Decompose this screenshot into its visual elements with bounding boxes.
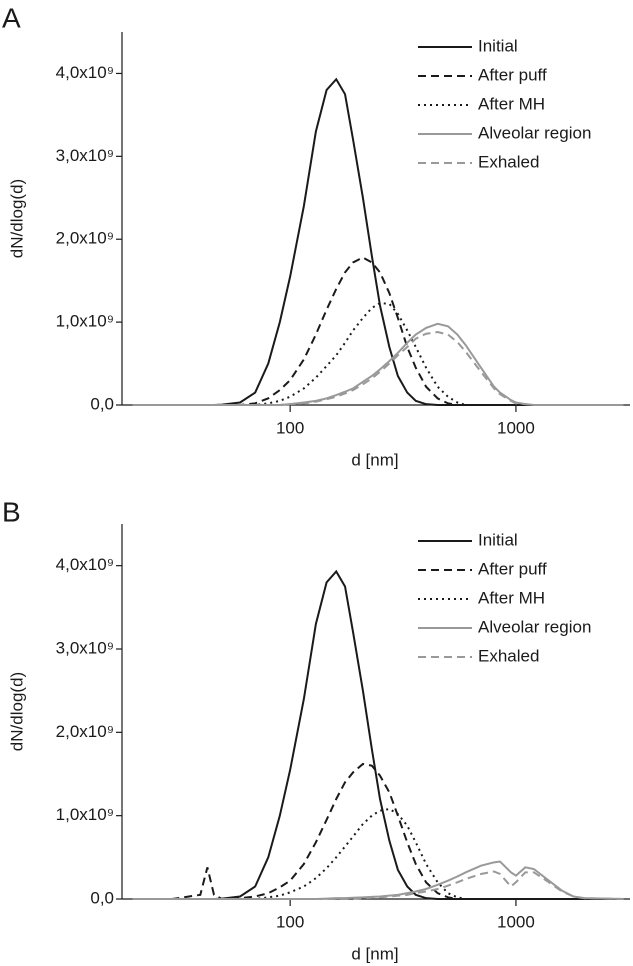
- legend-label: Alveolar region: [478, 617, 591, 636]
- y-tick-label: 0,0: [90, 394, 114, 413]
- x-axis-label: d [nm]: [351, 944, 398, 963]
- y-axis-label: dN/dlog(d): [7, 179, 26, 258]
- y-tick-label: 3,0x10⁹: [56, 146, 114, 165]
- series-line: [132, 807, 624, 900]
- panel-label: B: [2, 496, 21, 527]
- series-line: [132, 322, 624, 406]
- legend-label: After puff: [478, 65, 547, 84]
- y-tick-label: 4,0x10⁹: [56, 63, 114, 82]
- legend-label: After MH: [478, 94, 545, 113]
- y-tick-label: 2,0x10⁹: [56, 722, 114, 741]
- series-line: [132, 302, 624, 406]
- y-tick-label: 4,0x10⁹: [56, 555, 114, 574]
- series-line: [132, 860, 624, 900]
- series-line: [132, 77, 624, 406]
- legend-label: Exhaled: [478, 152, 539, 171]
- x-tick-label: 100: [276, 418, 304, 437]
- series-line: [132, 870, 624, 900]
- x-tick-label: 1000: [497, 418, 535, 437]
- legend-label: Alveolar region: [478, 123, 591, 142]
- series-line: [132, 256, 624, 406]
- series-line: [132, 331, 624, 406]
- panel-label: A: [2, 2, 21, 33]
- y-tick-label: 3,0x10⁹: [56, 638, 114, 657]
- legend-label: Initial: [478, 530, 518, 549]
- y-tick-label: 2,0x10⁹: [56, 229, 114, 248]
- legend-label: After puff: [478, 559, 547, 578]
- y-tick-label: 0,0: [90, 888, 114, 907]
- y-tick-label: 1,0x10⁹: [56, 805, 114, 824]
- x-tick-label: 1000: [497, 912, 535, 931]
- x-tick-label: 100: [276, 912, 304, 931]
- y-axis-label: dN/dlog(d): [7, 672, 26, 751]
- y-tick-label: 1,0x10⁹: [56, 312, 114, 331]
- series-line: [132, 762, 624, 901]
- legend-label: After MH: [478, 588, 545, 607]
- legend-label: Exhaled: [478, 646, 539, 665]
- series-line: [132, 569, 624, 900]
- legend-label: Initial: [478, 36, 518, 55]
- x-axis-label: d [nm]: [351, 450, 398, 469]
